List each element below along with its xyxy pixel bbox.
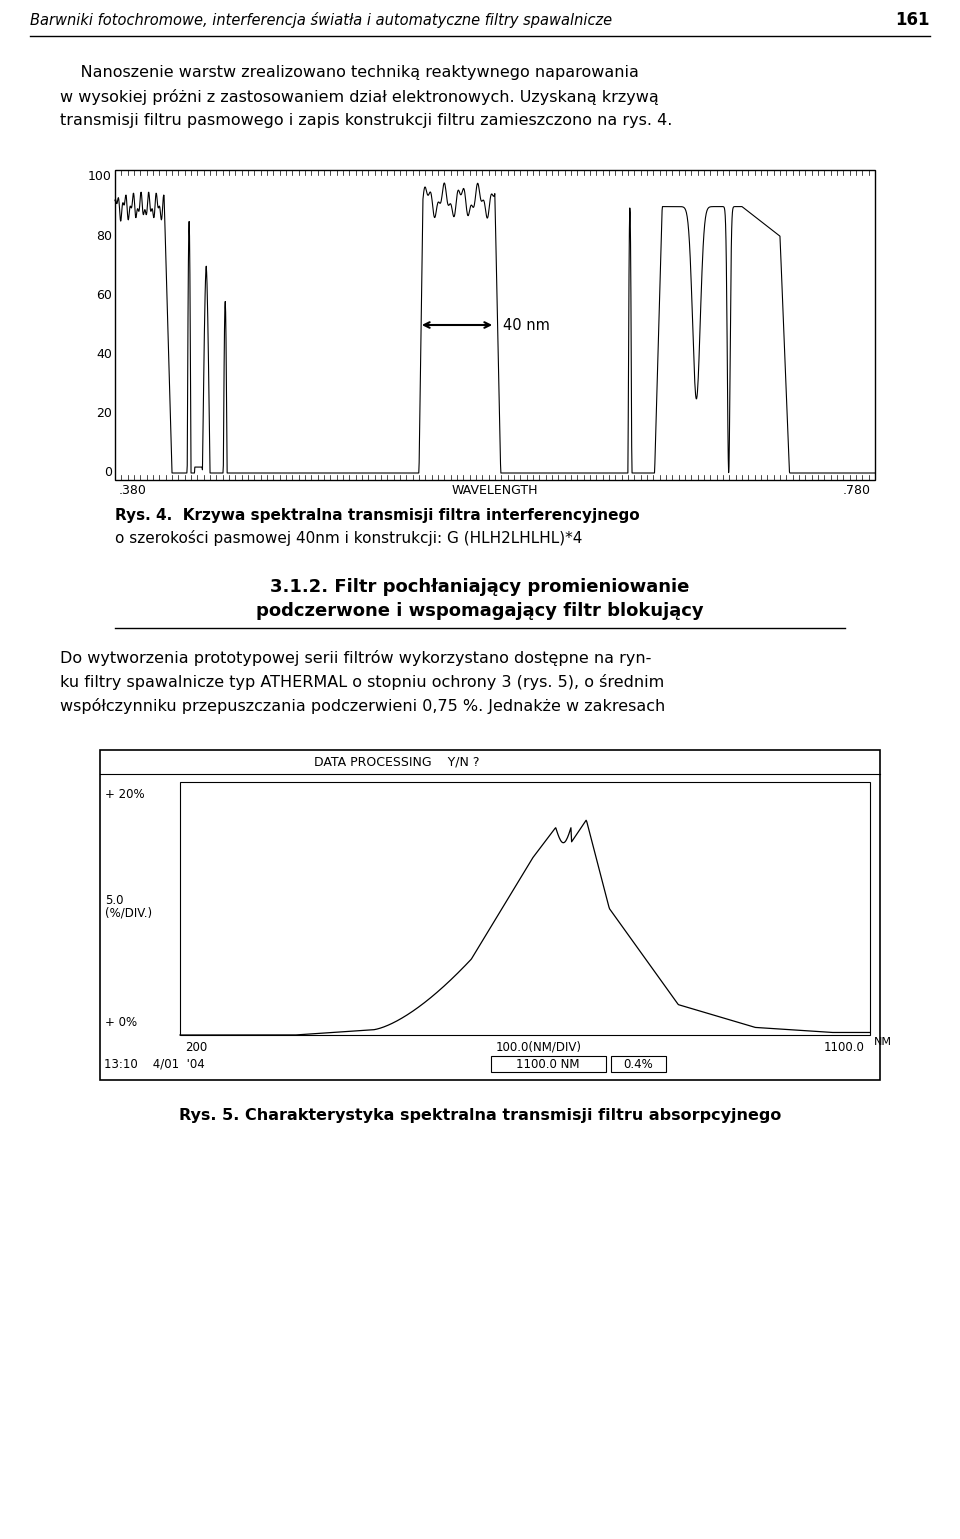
Text: w wysokiej próżni z zastosowaniem dział elektronowych. Uzyskaną krzywą: w wysokiej próżni z zastosowaniem dział … <box>60 89 659 105</box>
Text: 0.4%: 0.4% <box>623 1057 653 1071</box>
Text: .380: .380 <box>119 483 147 497</box>
Bar <box>611 1056 665 1073</box>
Text: Do wytworzenia prototypowej serii filtrów wykorzystano dostępne na ryn-: Do wytworzenia prototypowej serii filtró… <box>60 649 652 666</box>
Text: o szerokości pasmowej 40nm i konstrukcji: G (HLH2LHLHL)*4: o szerokości pasmowej 40nm i konstrukcji… <box>115 529 583 546</box>
Bar <box>100 749 880 1080</box>
Bar <box>115 169 875 480</box>
Text: Nanoszenie warstw zrealizowano techniką reaktywnego naparowania: Nanoszenie warstw zrealizowano techniką … <box>60 65 638 80</box>
Text: .780: .780 <box>843 483 871 497</box>
Text: 5.0: 5.0 <box>105 894 124 906</box>
Text: 80: 80 <box>96 229 112 243</box>
Text: + 0%: + 0% <box>105 1016 137 1030</box>
Text: 100: 100 <box>88 171 112 183</box>
Text: transmisji filtru pasmowego i zapis konstrukcji filtru zamieszczono na rys. 4.: transmisji filtru pasmowego i zapis kons… <box>60 112 672 128</box>
Text: 3.1.2. Filtr pochłaniający promieniowanie: 3.1.2. Filtr pochłaniający promieniowani… <box>271 579 689 596</box>
Text: współczynniku przepuszczania podczerwieni 0,75 %. Jednakże w zakresach: współczynniku przepuszczania podczerwien… <box>60 699 665 714</box>
Text: 161: 161 <box>896 11 930 29</box>
Text: 13:10    4/01  '04: 13:10 4/01 '04 <box>104 1057 204 1071</box>
Text: podczerwone i wspomagający filtr blokujący: podczerwone i wspomagający filtr blokują… <box>256 602 704 620</box>
Text: ku filtry spawalnicze typ ATHERMAL o stopniu ochrony 3 (rys. 5), o średnim: ku filtry spawalnicze typ ATHERMAL o sto… <box>60 674 664 689</box>
Text: 1100.0: 1100.0 <box>824 1040 865 1054</box>
Text: 60: 60 <box>96 289 112 302</box>
Text: 1100.0 NM: 1100.0 NM <box>516 1057 580 1071</box>
Text: 20: 20 <box>96 408 112 420</box>
Text: (%/DIV.): (%/DIV.) <box>105 906 152 919</box>
Text: Rys. 4.  Krzywa spektralna transmisji filtra interferencyjnego: Rys. 4. Krzywa spektralna transmisji fil… <box>115 508 639 523</box>
Text: 40 nm: 40 nm <box>503 317 550 332</box>
Text: Barwniki fotochromowe, interferencja światła i automatyczne filtry spawalnicze: Barwniki fotochromowe, interferencja świ… <box>30 12 612 28</box>
Text: DATA PROCESSING    Y/N ?: DATA PROCESSING Y/N ? <box>314 756 479 768</box>
Text: 40: 40 <box>96 348 112 362</box>
Bar <box>491 1056 606 1073</box>
Text: Rys. 5. Charakterystyka spektralna transmisji filtru absorpcyjnego: Rys. 5. Charakterystyka spektralna trans… <box>179 1108 781 1123</box>
Text: NM: NM <box>874 1037 892 1047</box>
Text: + 20%: + 20% <box>105 788 145 800</box>
Text: 100.0(NM/DIV): 100.0(NM/DIV) <box>495 1040 582 1054</box>
Text: 0: 0 <box>104 466 112 480</box>
Text: 200: 200 <box>185 1040 207 1054</box>
Bar <box>180 782 870 1036</box>
Text: WAVELENGTH: WAVELENGTH <box>452 483 539 497</box>
